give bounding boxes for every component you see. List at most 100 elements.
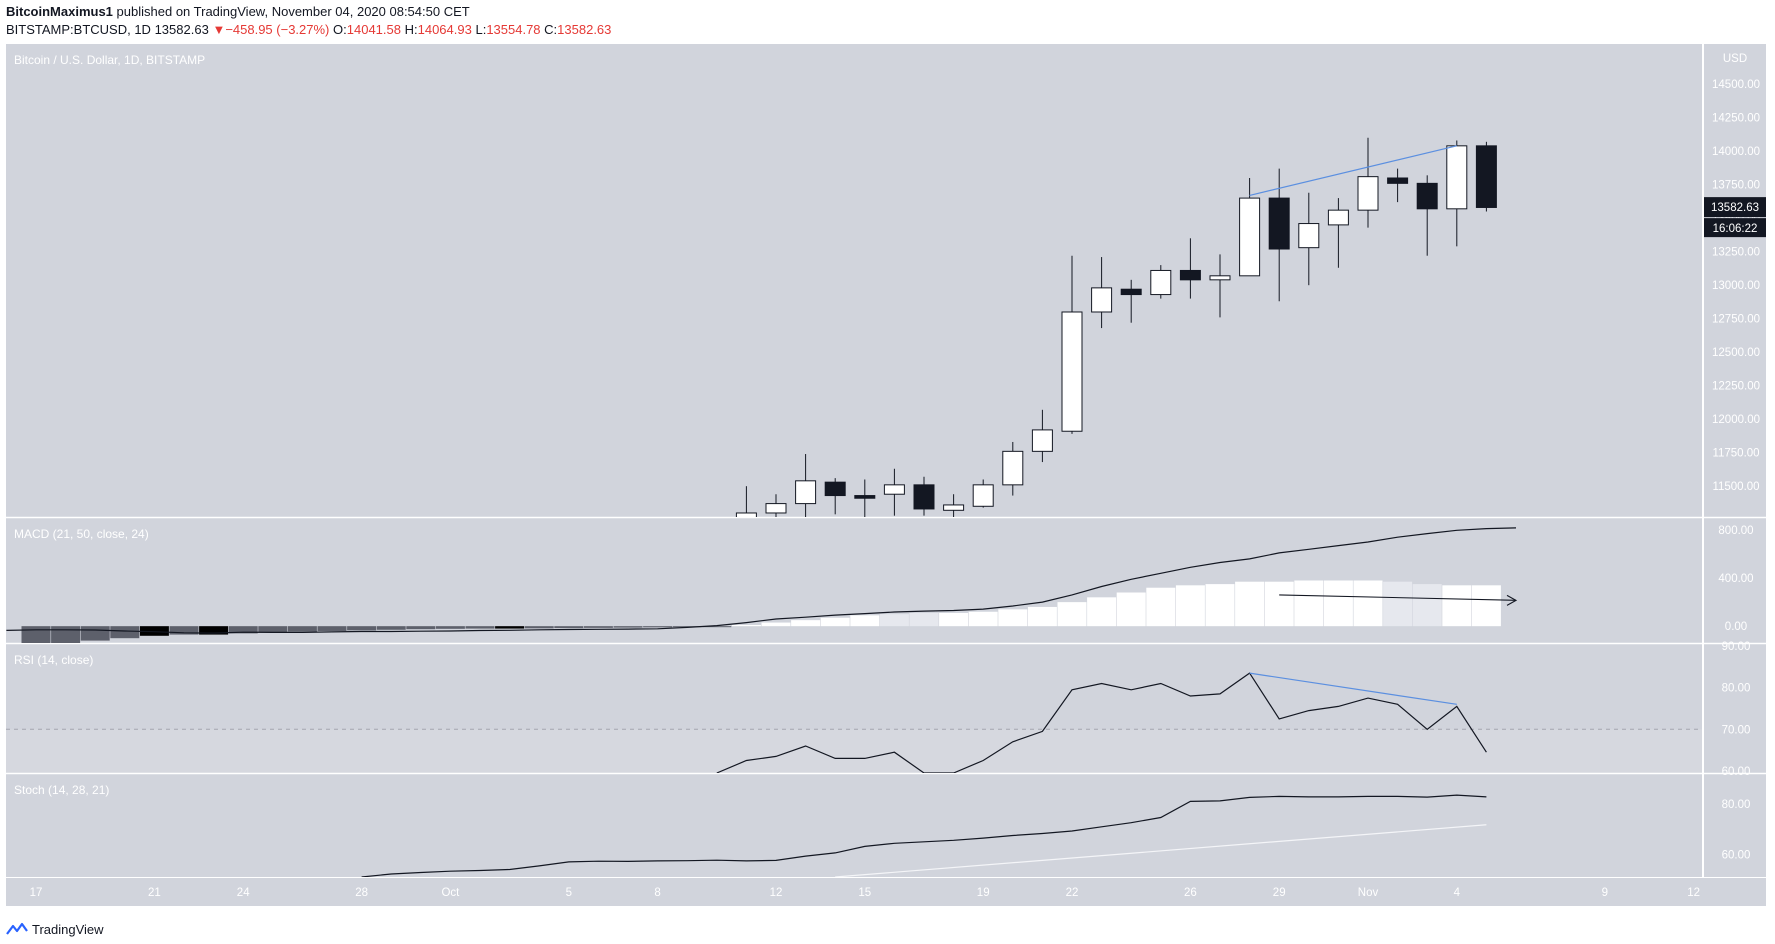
symbol-label: BITSTAMP:BTCUSD, 1D xyxy=(6,22,151,37)
time-tick-label: 12 xyxy=(770,887,783,899)
bear-candle xyxy=(1120,288,1142,296)
macd-hist-bar xyxy=(1146,587,1176,627)
time-tick-label: 21 xyxy=(148,887,161,899)
time-tick-label: 26 xyxy=(1184,887,1197,899)
macd-hist-bar xyxy=(731,624,761,627)
price-tick-label: 12500.00 xyxy=(1712,347,1760,359)
macd-hist-bar xyxy=(1175,585,1205,627)
macd-hist-bar xyxy=(287,626,317,632)
macd-line xyxy=(6,527,1517,634)
time-tick-label: 22 xyxy=(1066,887,1079,899)
time-tick-label: 17 xyxy=(30,887,43,899)
publisher-name[interactable]: BitcoinMaximus1 xyxy=(6,4,113,19)
price-tick-label: 11750.00 xyxy=(1712,448,1759,460)
bear-candle xyxy=(1475,145,1497,208)
bull-candle xyxy=(735,512,757,517)
rsi-plot xyxy=(6,672,1702,773)
bull-candle xyxy=(1031,429,1053,452)
macd-hist-bar xyxy=(761,622,791,627)
macd-hist-bar xyxy=(347,626,377,631)
macd-hist-bar xyxy=(110,626,140,639)
price-tick-label: 13750.00 xyxy=(1712,180,1760,192)
time-tick-label: 29 xyxy=(1273,887,1286,899)
price-tick-label: 12000.00 xyxy=(1712,414,1760,426)
change-value: −458.95 (−3.27%) xyxy=(225,22,330,37)
macd-hist-bar xyxy=(1383,581,1413,627)
chart-header: BitcoinMaximus1 published on TradingView… xyxy=(6,0,1766,44)
macd-hist-bar xyxy=(406,626,436,630)
close-label: C: xyxy=(544,22,558,37)
bear-candle xyxy=(824,481,846,497)
open-value: 14041.58 xyxy=(346,22,401,37)
bull-candle xyxy=(1209,275,1231,281)
macd-hist-bar xyxy=(1412,584,1442,627)
time-tick-label: 15 xyxy=(858,887,871,899)
stoch-tick-label: 60.00 xyxy=(1722,849,1751,861)
macd-hist-bar xyxy=(169,626,199,635)
macd-tick-label: 0.00 xyxy=(1725,621,1747,633)
macd-hist-bar xyxy=(1353,580,1383,627)
macd-hist-bar xyxy=(435,626,465,629)
high-label: H: xyxy=(404,22,418,37)
price-tick-label: 12250.00 xyxy=(1712,381,1760,393)
rsi-line xyxy=(716,672,1487,773)
bear-candle xyxy=(1268,197,1290,250)
macd-tick-label: 400.00 xyxy=(1718,573,1753,585)
time-tick-label: 8 xyxy=(654,887,660,899)
bull-candle xyxy=(1091,287,1113,313)
stoch-plot xyxy=(361,794,1487,877)
macd-hist-bar xyxy=(554,626,584,629)
macd-hist-bar xyxy=(1205,584,1235,627)
time-tick-label: 4 xyxy=(1454,887,1461,899)
open-label: O: xyxy=(333,22,347,37)
time-tick-label: Nov xyxy=(1358,887,1379,899)
macd-hist-bar xyxy=(80,626,110,641)
macd-hist-bar xyxy=(1323,580,1353,627)
high-value: 14064.93 xyxy=(417,22,472,37)
chart-title: Bitcoin / U.S. Dollar, 1D, BITSTAMP xyxy=(14,53,205,67)
macd-hist-bar xyxy=(998,609,1028,627)
bull-candle xyxy=(1150,269,1172,296)
stoch-tick-label: 80.00 xyxy=(1722,799,1751,811)
last-price-badge-bg xyxy=(1704,197,1766,218)
macd-hist-bar xyxy=(1294,580,1324,627)
bull-candle xyxy=(883,484,905,495)
rsi-band xyxy=(6,729,1702,773)
bear-candle xyxy=(854,495,876,499)
bull-candle xyxy=(1357,176,1379,211)
macd-hist-bar xyxy=(1471,585,1501,627)
currency-label: USD xyxy=(1723,53,1747,65)
macd-hist-bar xyxy=(583,626,613,628)
macd-hist-bar xyxy=(1264,581,1294,627)
candles xyxy=(735,137,1497,517)
price-tick-label: 14250.00 xyxy=(1712,113,1760,125)
macd-hist-bar xyxy=(258,626,288,633)
bear-candle xyxy=(913,484,935,510)
bull-candle xyxy=(1239,197,1261,277)
macd-hist-bar xyxy=(1087,597,1117,627)
price-tick-label: 13250.00 xyxy=(1712,247,1760,259)
rsi-tick-label: 90.00 xyxy=(1722,641,1751,653)
bull-candle xyxy=(1446,145,1468,210)
bull-candle xyxy=(1298,223,1320,249)
price-tick-label: 11500.00 xyxy=(1712,481,1759,493)
price-tick-label: 12750.00 xyxy=(1712,314,1760,326)
price-tick-label: 13000.00 xyxy=(1712,280,1760,292)
last-price-badge: 13582.63 xyxy=(1711,202,1759,214)
tradingview-logo-icon xyxy=(6,922,28,935)
bull-candle xyxy=(972,484,994,507)
macd-plot xyxy=(6,527,1518,643)
stoch-title: Stoch (14, 28, 21) xyxy=(14,783,109,797)
macd-tick-label: 800.00 xyxy=(1718,525,1753,537)
macd-hist-bar xyxy=(1235,581,1265,627)
time-tick-label: 9 xyxy=(1602,887,1608,899)
low-label: L: xyxy=(475,22,487,37)
price-tick-label: 14500.00 xyxy=(1712,79,1760,91)
macd-hist-bar xyxy=(465,626,495,629)
bear-candle xyxy=(1179,269,1201,281)
bull-candle xyxy=(1002,450,1024,486)
macd-hist-bar xyxy=(613,626,643,628)
tradingview-brand[interactable]: TradingView xyxy=(32,921,104,937)
macd-hist-bar xyxy=(139,626,169,636)
